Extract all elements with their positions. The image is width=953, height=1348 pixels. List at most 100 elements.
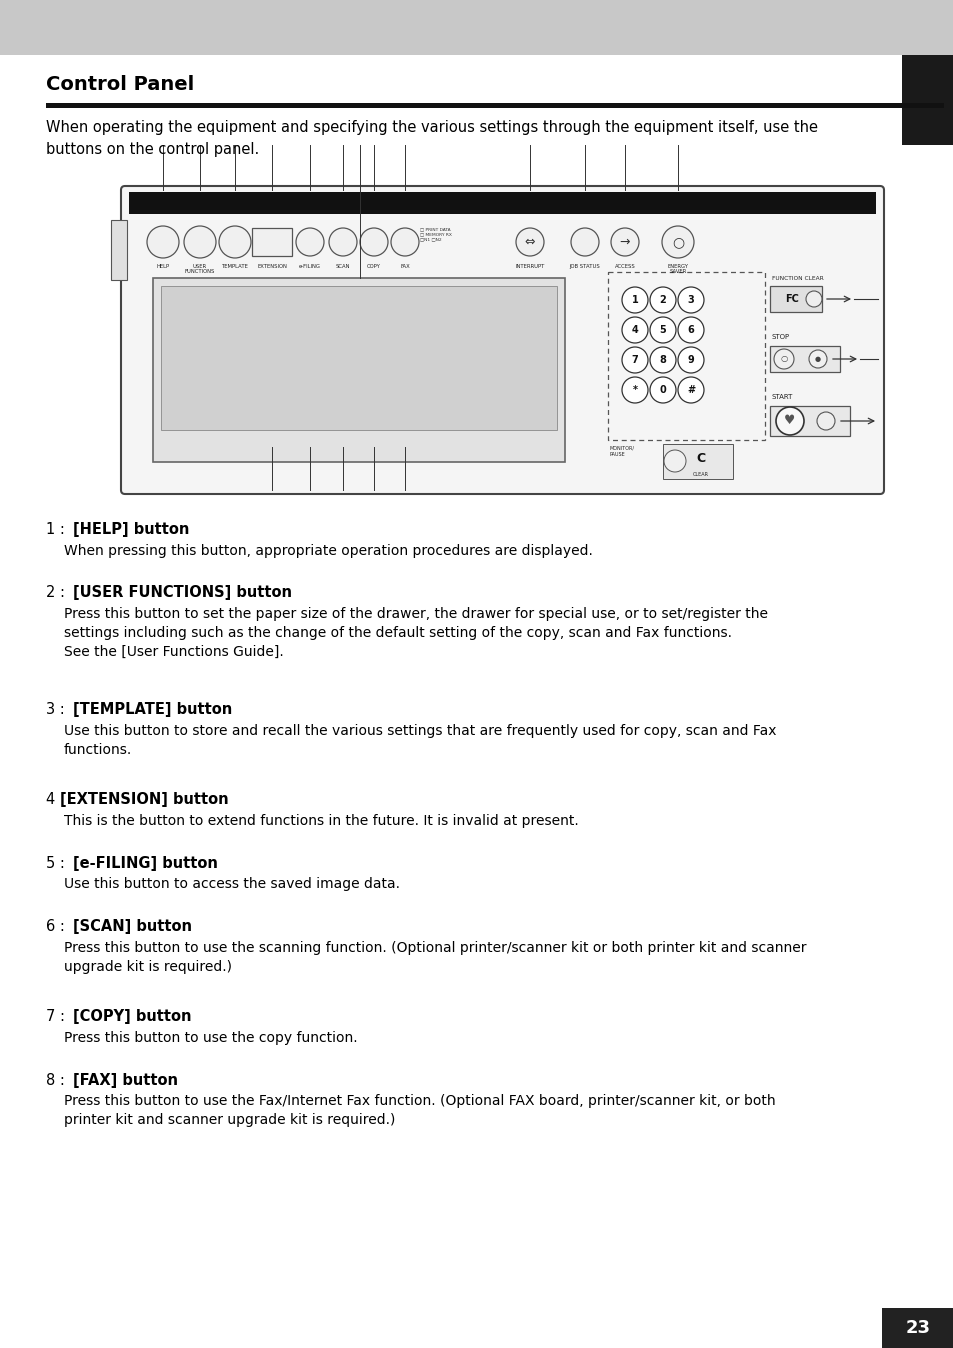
Text: FUNCTION CLEAR: FUNCTION CLEAR [771, 276, 822, 280]
Text: ○: ○ [780, 355, 787, 364]
Text: ●: ● [814, 356, 821, 363]
Text: This is the button to extend functions in the future. It is invalid at present.: This is the button to extend functions i… [64, 814, 578, 828]
Circle shape [391, 228, 418, 256]
Bar [129, 191, 875, 214]
Text: 7 :: 7 : [46, 1010, 70, 1024]
Text: 2: 2 [659, 295, 666, 305]
Text: 8 :: 8 : [46, 1073, 70, 1088]
Text: □ PRINT DATA
□ MEMORY RX
□N1 □N2: □ PRINT DATA □ MEMORY RX □N1 □N2 [419, 226, 452, 241]
Text: Press this button to use the Fax/Internet Fax function. (Optional FAX board, pri: Press this button to use the Fax/Interne… [64, 1095, 775, 1127]
Circle shape [649, 317, 676, 342]
Bar [252, 228, 292, 256]
Text: 1: 1 [631, 295, 638, 305]
Bar [607, 272, 764, 439]
Text: 3: 3 [687, 295, 694, 305]
Bar [111, 220, 127, 280]
Bar [769, 286, 821, 311]
Text: INTERRUPT: INTERRUPT [515, 264, 544, 270]
Bar [769, 346, 840, 372]
Text: 1 :: 1 : [46, 522, 70, 537]
Circle shape [621, 377, 647, 403]
Text: Press this button to use the copy function.: Press this button to use the copy functi… [64, 1031, 357, 1045]
Text: MONITOR/
PAUSE: MONITOR/ PAUSE [609, 446, 635, 457]
Text: ○: ○ [671, 235, 683, 249]
Text: Use this button to store and recall the various settings that are frequently use: Use this button to store and recall the … [64, 724, 776, 756]
Text: [TEMPLATE] button: [TEMPLATE] button [73, 702, 233, 717]
Text: USER
FUNCTIONS: USER FUNCTIONS [185, 264, 215, 275]
Circle shape [661, 226, 693, 257]
Text: Press this button to set the paper size of the drawer, the drawer for special us: Press this button to set the paper size … [64, 607, 767, 659]
Bar [769, 406, 849, 435]
Circle shape [816, 412, 834, 430]
Bar [46, 102, 943, 108]
Text: When operating the equipment and specifying the various settings through the equ: When operating the equipment and specify… [46, 120, 817, 135]
Text: [SCAN] button: [SCAN] button [73, 919, 192, 934]
Text: [e-FILING] button: [e-FILING] button [73, 856, 218, 871]
Text: When pressing this button, appropriate operation procedures are displayed.: When pressing this button, appropriate o… [64, 543, 592, 558]
Text: 23: 23 [904, 1318, 929, 1337]
Bar [901, 55, 953, 146]
Bar [0, 0, 953, 55]
Text: 3 :: 3 : [46, 702, 70, 717]
Circle shape [516, 228, 543, 256]
Text: HELP: HELP [156, 264, 170, 270]
Circle shape [184, 226, 215, 257]
Bar [662, 443, 732, 479]
Circle shape [678, 346, 703, 373]
Text: *: * [632, 386, 637, 395]
Circle shape [649, 377, 676, 403]
Circle shape [219, 226, 251, 257]
Circle shape [147, 226, 179, 257]
Circle shape [621, 287, 647, 313]
Text: 5: 5 [659, 325, 666, 336]
Text: ENERGY
SAVER: ENERGY SAVER [667, 264, 688, 275]
Text: Press this button to use the scanning function. (Optional printer/scanner kit or: Press this button to use the scanning fu… [64, 941, 805, 973]
Circle shape [621, 317, 647, 342]
Bar [882, 1308, 953, 1348]
Circle shape [678, 377, 703, 403]
Text: e-FILING: e-FILING [298, 264, 320, 270]
Bar [161, 286, 557, 430]
Circle shape [610, 228, 639, 256]
Text: FC: FC [784, 294, 798, 305]
Text: 4: 4 [631, 325, 638, 336]
Text: [USER FUNCTIONS] button: [USER FUNCTIONS] button [73, 585, 292, 600]
Text: [EXTENSION] button: [EXTENSION] button [59, 793, 228, 807]
Text: JOB STATUS: JOB STATUS [569, 264, 599, 270]
Text: 0: 0 [659, 386, 666, 395]
Text: CLEAR: CLEAR [692, 472, 708, 477]
Circle shape [649, 346, 676, 373]
Bar [152, 278, 564, 462]
Text: COPY: COPY [367, 264, 380, 270]
Text: 2 :: 2 : [46, 585, 70, 600]
Circle shape [571, 228, 598, 256]
Text: ACCESS: ACCESS [614, 264, 635, 270]
Text: 5 :: 5 : [46, 856, 70, 871]
Text: Control Panel: Control Panel [46, 75, 194, 94]
Text: 7: 7 [631, 355, 638, 365]
Text: Use this button to access the saved image data.: Use this button to access the saved imag… [64, 878, 399, 891]
Text: #: # [686, 386, 695, 395]
Text: [COPY] button: [COPY] button [73, 1010, 192, 1024]
FancyBboxPatch shape [121, 186, 883, 493]
Circle shape [295, 228, 324, 256]
Text: [HELP] button: [HELP] button [73, 522, 190, 537]
Text: ♥: ♥ [783, 414, 795, 427]
Text: →: → [619, 236, 630, 248]
Text: 8: 8 [659, 355, 666, 365]
Text: 6: 6 [687, 325, 694, 336]
Text: START: START [771, 394, 793, 400]
Text: 6 :: 6 : [46, 919, 70, 934]
Circle shape [359, 228, 388, 256]
Circle shape [775, 407, 803, 435]
Circle shape [773, 349, 793, 369]
Text: buttons on the control panel.: buttons on the control panel. [46, 142, 259, 156]
Circle shape [808, 350, 826, 368]
Text: 4: 4 [46, 793, 60, 807]
Text: C: C [696, 453, 705, 465]
Text: [FAX] button: [FAX] button [73, 1073, 178, 1088]
Circle shape [649, 287, 676, 313]
Circle shape [663, 450, 685, 472]
Text: 9: 9 [687, 355, 694, 365]
Text: SCAN: SCAN [335, 264, 350, 270]
